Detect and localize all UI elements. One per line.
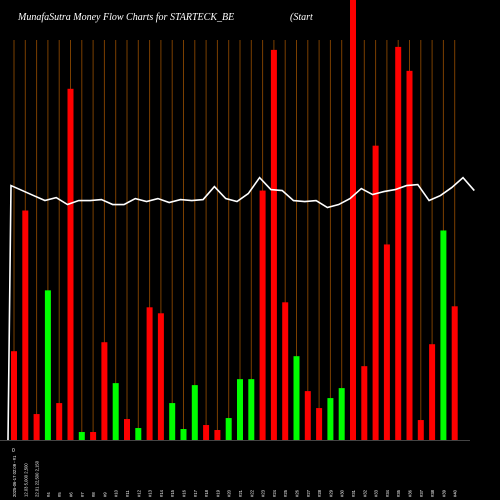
bar-24 [270, 49, 277, 440]
x-tick-label: #8 [91, 492, 96, 497]
bar-34 [383, 244, 390, 440]
x-tick-label: #26 [295, 489, 300, 497]
x-tick-label: #31 [351, 489, 356, 497]
bar-38 [429, 344, 436, 440]
x-tick-label: 12.03 5,000 2,500 [23, 463, 28, 497]
bar-7 [78, 432, 85, 440]
x-tick-label: #16 [182, 489, 187, 497]
x-tick-label: #40 [453, 489, 458, 497]
bar-29 [327, 398, 334, 440]
bar-39 [440, 230, 447, 440]
bar-17 [191, 385, 198, 440]
bar-13 [146, 307, 153, 440]
bar-37 [417, 420, 424, 440]
bar-25 [282, 302, 289, 440]
price-line [7, 176, 475, 441]
bar-40 [451, 306, 458, 440]
x-tick-label: #22 [249, 489, 254, 497]
x-tick-label: #39 [441, 489, 446, 497]
bar-10 [112, 383, 119, 440]
bar-30 [338, 388, 345, 440]
bar-35 [395, 46, 402, 440]
bar-9 [101, 342, 108, 440]
x-tick-label: #28 [317, 489, 322, 497]
x-tick-label: #37 [419, 489, 424, 497]
x-tick-label: #36 [408, 489, 413, 497]
x-tick-label: #25 [283, 489, 288, 497]
bar-16 [180, 429, 187, 440]
ticker-note: (Start [290, 12, 313, 23]
bar-32 [361, 366, 368, 440]
x-tick-label: #17 [193, 489, 198, 497]
bar-21 [237, 379, 243, 440]
bar-22 [248, 379, 255, 440]
x-tick-label: #23 [261, 489, 266, 497]
x-tick-label: 2025-06-17 02:09 - #1 [12, 455, 17, 497]
x-tick-label: #38 [430, 489, 435, 497]
bar-31 [350, 0, 356, 440]
chart-title-text: MunafaSutra Money Flow Charts for STARTE… [18, 12, 235, 23]
bar-28 [316, 408, 323, 440]
x-tick-label: #6 [69, 492, 74, 497]
x-tick-label: #14 [159, 489, 164, 497]
x-tick-label: #30 [340, 489, 345, 497]
bar-18 [203, 425, 210, 440]
bar-20 [225, 418, 232, 440]
x-tick-label: #7 [80, 492, 85, 497]
bar-36 [406, 70, 413, 441]
bar-26 [293, 356, 300, 440]
x-tick-label: #29 [328, 489, 333, 497]
x-tick-label: #27 [306, 489, 311, 497]
x-tick-label: #19 [215, 489, 220, 497]
x-tick-label: #35 [396, 489, 401, 497]
bar-4 [44, 290, 51, 440]
bar-5 [56, 403, 63, 440]
bar-1 [11, 351, 17, 440]
x-tick-label: 22.01 22,500 2,150 [35, 460, 40, 497]
x-marker: 0 [12, 448, 15, 454]
bar-14 [157, 313, 164, 440]
bar-19 [214, 430, 221, 440]
x-tick-label: #13 [148, 489, 153, 497]
x-tick-label: #9 [102, 492, 107, 497]
bar-23 [259, 190, 266, 440]
x-tick-label: #11 [125, 490, 130, 497]
x-tick-label: #12 [136, 489, 141, 497]
chart-title: MunafaSutra Money Flow Charts for STARTE… [18, 12, 313, 23]
x-tick-label: #34 [385, 489, 390, 497]
x-tick-label: #10 [114, 489, 119, 497]
bar-15 [169, 403, 176, 440]
x-tick-label: #5 [57, 492, 62, 497]
bar-6 [67, 88, 74, 440]
x-tick-label: #20 [227, 489, 232, 497]
x-tick-label: #18 [204, 489, 209, 497]
x-tick-label: #15 [170, 489, 175, 497]
bar-3 [33, 414, 40, 440]
bar-8 [90, 432, 97, 440]
x-tick-label: #24 [272, 489, 277, 497]
x-tick-label: #21 [238, 489, 243, 497]
x-tick-label: #4 [46, 492, 51, 497]
x-tick-label: #32 [362, 489, 367, 497]
bar-12 [135, 428, 142, 440]
bar-27 [304, 391, 311, 440]
bar-2 [22, 210, 29, 440]
x-tick-label: #33 [374, 489, 379, 497]
bar-33 [372, 145, 379, 440]
bar-11 [124, 419, 130, 440]
